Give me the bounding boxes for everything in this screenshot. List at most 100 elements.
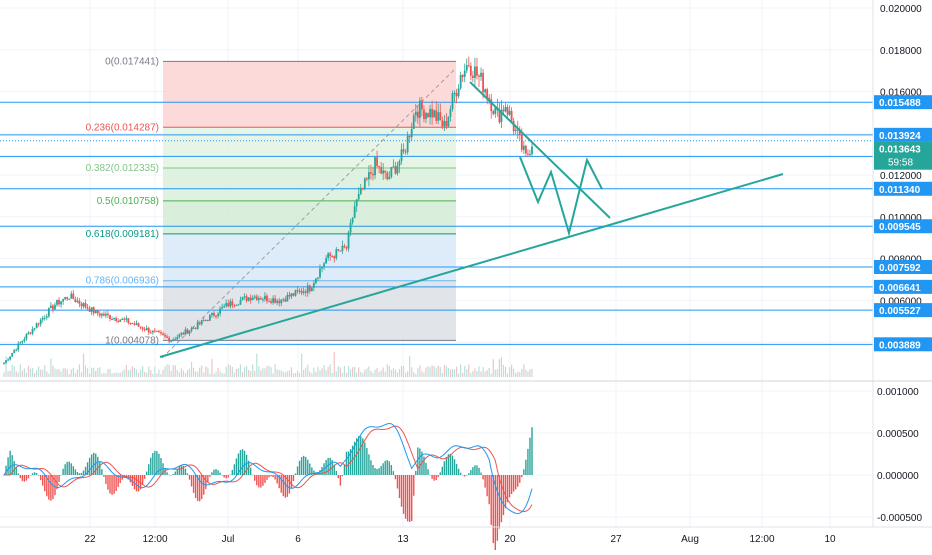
volume-bar <box>292 373 295 377</box>
candle-body <box>388 176 391 180</box>
candle-body <box>54 304 56 310</box>
volume-bar <box>460 364 462 377</box>
volume-bar <box>394 369 397 377</box>
ascending-trendline[interactable] <box>159 173 784 358</box>
candle-body <box>145 328 148 331</box>
candle-body <box>510 110 513 121</box>
volume-bar <box>372 372 374 377</box>
candle-body <box>223 306 226 308</box>
volume-bar <box>374 370 376 377</box>
macd-hist-bar <box>370 460 372 475</box>
macd-hist-bar <box>76 471 79 475</box>
volume-bar <box>453 369 456 377</box>
macd-hist-bar <box>115 475 117 491</box>
volume-bar <box>117 372 119 377</box>
candle-body <box>406 135 409 153</box>
volume-bar <box>319 370 321 377</box>
candle-body <box>429 108 431 118</box>
candle-body <box>312 283 315 288</box>
volume-bar <box>309 371 311 377</box>
volume-bar <box>137 372 140 377</box>
macd-hist-bar <box>80 472 83 475</box>
fib-level-label: 0.236(0.014287) <box>86 122 159 133</box>
horizontal-lines[interactable] <box>0 101 873 345</box>
volume-bar <box>523 364 525 377</box>
time-axis[interactable]: 22 12:00 Jul 6 13 20 27 Aug 12:00 10 <box>84 534 836 545</box>
volume-bar <box>264 368 266 377</box>
macd-hist-bar <box>215 469 217 475</box>
macd-hist-bar <box>245 454 248 475</box>
volume-bar <box>174 365 176 377</box>
volume-bar <box>192 367 195 377</box>
macd-hist-bar <box>21 475 24 481</box>
candle-body <box>294 290 297 296</box>
volume-bar <box>211 359 213 377</box>
candle-body <box>129 323 132 325</box>
candle-body <box>490 99 493 112</box>
volume-bar <box>235 368 238 377</box>
volume-bar <box>517 371 519 377</box>
candle-body <box>315 278 317 284</box>
candle-body <box>15 349 18 351</box>
macd-hist-bar <box>239 450 242 475</box>
candle-body <box>11 353 14 357</box>
macd-hist-bar <box>68 461 70 475</box>
candle-body <box>474 66 476 78</box>
volume-bar <box>152 373 154 377</box>
macd-hist-bar <box>472 467 474 475</box>
macd-axis[interactable]: 0.001000 0.000500 0.000000 -0.000500 <box>877 387 922 524</box>
macd-hist-bar <box>439 472 441 475</box>
macd-hist-bar <box>256 475 258 486</box>
candle-body <box>168 337 171 342</box>
candle-body <box>423 109 425 120</box>
volume-bar <box>305 367 307 377</box>
price-axis[interactable]: 0.0200000.0180000.0160000.0140000.012000… <box>880 4 922 349</box>
candle-body <box>282 299 285 301</box>
candle-body <box>457 88 460 97</box>
macd-hist-bar <box>88 457 91 475</box>
macd-hist-bar <box>388 461 390 475</box>
volume-bar <box>48 373 50 377</box>
candle-body <box>141 327 144 330</box>
fibonacci-retracement[interactable] <box>163 61 456 341</box>
candle-body <box>302 291 305 293</box>
macd-hist-bar <box>529 437 531 475</box>
volume-bar <box>286 371 288 377</box>
macd-hist-bar <box>525 459 527 475</box>
time-tick-label: 27 <box>610 534 622 545</box>
volume-bar <box>250 370 252 377</box>
price-tag-label: 0.005527 <box>879 306 921 317</box>
candle-body <box>433 110 436 118</box>
candle-body <box>339 250 342 252</box>
macd-hist-bar <box>386 460 388 475</box>
volume-bar <box>455 366 458 377</box>
macd-hist-bar <box>406 475 409 522</box>
macd-hist-bar <box>427 469 429 475</box>
volume-bar <box>433 366 435 377</box>
macd-hist-bar <box>27 475 30 479</box>
candle-body <box>227 303 230 307</box>
volume-bar <box>323 364 325 377</box>
volume-bar <box>93 367 95 377</box>
candle-body <box>70 293 73 299</box>
candle-body <box>62 299 65 302</box>
volume-bar <box>307 364 309 377</box>
macd-hist-bar <box>199 475 201 502</box>
descending-trendline[interactable] <box>469 81 611 219</box>
bar-countdown: 59:58 <box>888 158 913 169</box>
zigzag-projection[interactable] <box>519 156 603 237</box>
candle-body <box>3 362 5 364</box>
candle-body <box>45 316 48 318</box>
candle-body <box>90 307 93 312</box>
volume-bar <box>262 368 264 377</box>
candle-body <box>262 299 264 301</box>
macd-hist-bar <box>504 475 507 509</box>
candle-body <box>243 296 246 298</box>
candle-body <box>229 301 232 307</box>
volume-bar <box>56 369 58 377</box>
volume-bar <box>78 364 81 377</box>
volume-bar <box>511 364 513 377</box>
candle-body <box>100 313 103 316</box>
